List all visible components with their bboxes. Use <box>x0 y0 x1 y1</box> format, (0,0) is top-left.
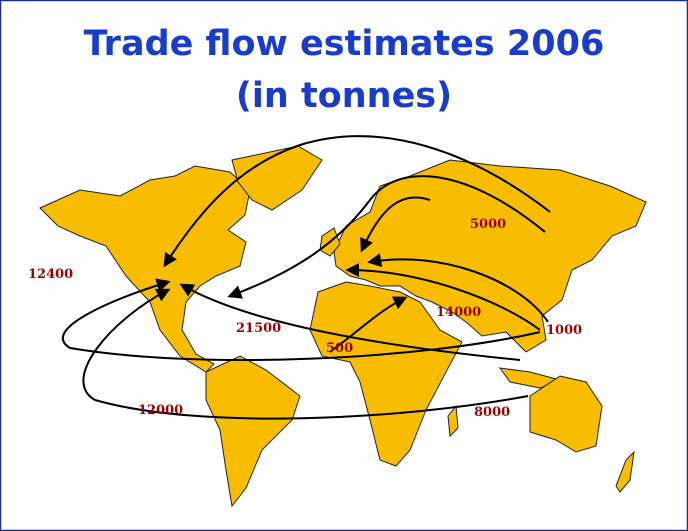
flows <box>61 135 551 420</box>
eurasia <box>333 159 647 353</box>
north-america <box>39 165 251 373</box>
madagascar <box>447 404 459 438</box>
flow-label: 14000 <box>436 305 481 320</box>
title-line: Trade flow estimates 2006 <box>84 24 605 64</box>
flow-arrow <box>163 135 551 268</box>
flow-label: 12400 <box>28 267 73 282</box>
flow-arrow <box>360 196 431 253</box>
flow-arrow <box>345 263 541 331</box>
continents <box>39 145 647 508</box>
title-line: (in tonnes) <box>236 76 452 116</box>
flow-arrow <box>329 296 408 353</box>
new-zealand <box>615 450 635 493</box>
flow-arrow <box>367 253 549 323</box>
flow-arrow <box>82 288 529 420</box>
flow-label: 1000 <box>546 323 582 338</box>
flow-labels: 5000 12400 21500 14000 500 1000 12000 80… <box>28 217 582 420</box>
australia <box>529 375 603 453</box>
flow-arrow <box>227 175 546 299</box>
flow-label: 5000 <box>470 217 506 232</box>
flow-label: 8000 <box>474 405 510 420</box>
flow-arrow <box>179 283 521 361</box>
flow-label: 500 <box>326 341 353 356</box>
flow-label: 21500 <box>236 321 281 336</box>
africa <box>309 281 463 467</box>
greenland <box>231 145 323 211</box>
flow-label: 12000 <box>138 403 183 418</box>
south-america <box>205 355 301 508</box>
